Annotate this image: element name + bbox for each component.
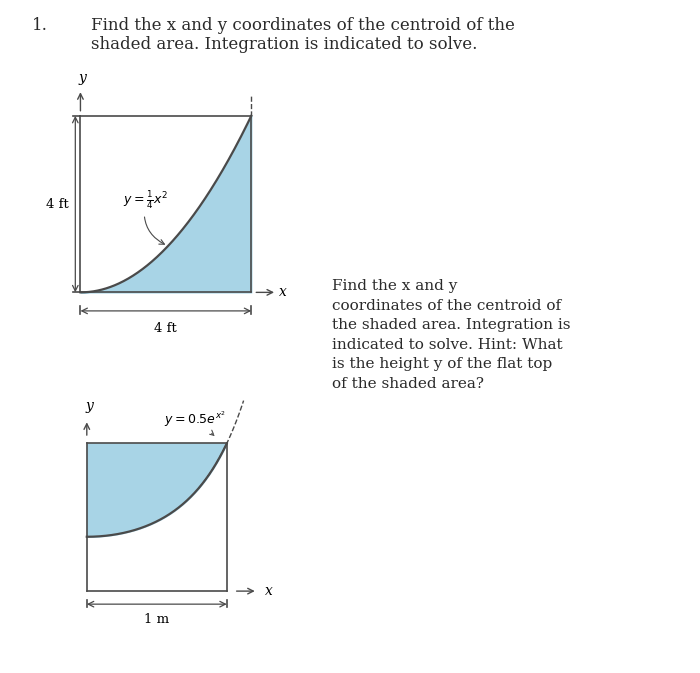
Text: 1.: 1. [32,17,48,34]
Text: x: x [279,285,287,299]
Text: 4 ft: 4 ft [155,322,177,335]
Text: y: y [85,399,94,413]
Text: 4 ft: 4 ft [46,198,69,211]
Text: Find the x and y
coordinates of the centroid of
the shaded area. Integration is
: Find the x and y coordinates of the cent… [332,279,571,391]
Text: Find the x and y coordinates of the centroid of the
shaded area. Integration is : Find the x and y coordinates of the cent… [91,17,515,53]
Text: 1 m: 1 m [144,613,169,626]
Text: $y = 0.5e^{x^2}$: $y = 0.5e^{x^2}$ [164,409,226,435]
Text: $y = \frac{1}{4}x^2$: $y = \frac{1}{4}x^2$ [123,190,168,244]
Text: y: y [78,71,87,85]
Text: x: x [265,584,272,598]
